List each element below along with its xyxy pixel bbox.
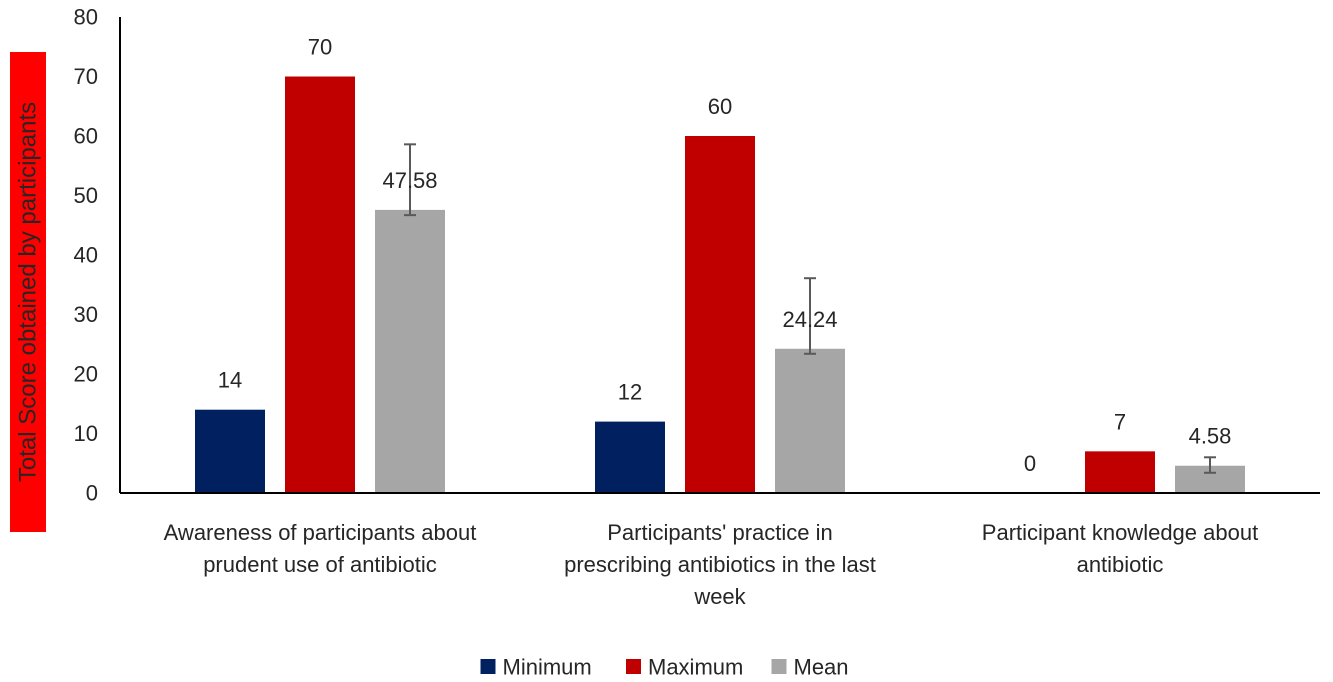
y-tick-label: 20 bbox=[74, 362, 98, 387]
legend-swatch-maximum bbox=[626, 659, 641, 674]
data-label-minimum: 14 bbox=[218, 368, 242, 393]
y-axis-label: Total Score obtained by participants bbox=[10, 52, 46, 532]
y-tick-label: 50 bbox=[74, 183, 98, 208]
x-category-label: Awareness of participants about bbox=[164, 520, 477, 545]
data-label-minimum: 12 bbox=[618, 380, 642, 405]
bar-mean bbox=[775, 348, 845, 493]
bar-minimum bbox=[595, 421, 665, 493]
legend-swatch-mean bbox=[771, 659, 787, 674]
data-label-minimum: 0 bbox=[1024, 451, 1036, 476]
legend-label-minimum: Minimum bbox=[503, 655, 592, 680]
category-labels: Awareness of participants about prudent u… bbox=[164, 520, 1259, 609]
data-label-maximum: 60 bbox=[708, 94, 732, 119]
bar-maximum bbox=[285, 76, 355, 493]
bar-maximum bbox=[1085, 451, 1155, 493]
legend: Minimum Maximum Mean bbox=[480, 655, 849, 680]
y-tick-label: 60 bbox=[74, 124, 98, 149]
y-tick-label: 10 bbox=[74, 421, 98, 446]
x-category-label: Participant knowledge about bbox=[982, 520, 1258, 545]
x-category-label: Participants' practice in bbox=[607, 520, 833, 545]
x-category-label: week bbox=[693, 584, 746, 609]
y-tick-label: 80 bbox=[74, 5, 98, 30]
legend-label-mean: Mean bbox=[794, 655, 849, 680]
x-category-label: antibiotic bbox=[1077, 552, 1164, 577]
data-label-maximum: 7 bbox=[1114, 409, 1126, 434]
error-bars bbox=[404, 143, 1216, 474]
data-labels: 14 70 47.58 12 60 24.24 0 7 4.58 bbox=[218, 35, 1232, 477]
bars bbox=[195, 76, 1245, 494]
data-label-mean: 47.58 bbox=[382, 168, 437, 193]
data-label-maximum: 70 bbox=[308, 35, 332, 60]
data-label-mean: 4.58 bbox=[1189, 424, 1232, 449]
legend-label-maximum: Maximum bbox=[648, 655, 743, 680]
bar-minimum bbox=[195, 409, 265, 493]
y-tick-label: 30 bbox=[74, 302, 98, 327]
bar-mean bbox=[375, 209, 445, 494]
bar-maximum bbox=[685, 136, 755, 493]
axes bbox=[119, 17, 1320, 494]
y-axis-title: Total Score obtained by participants bbox=[15, 102, 42, 482]
y-tick-label: 40 bbox=[74, 243, 98, 268]
y-axis-ticks: 0 10 20 30 40 50 60 70 80 bbox=[74, 5, 98, 506]
data-label-mean: 24.24 bbox=[782, 307, 837, 332]
y-tick-label: 0 bbox=[86, 481, 98, 506]
y-tick-label: 70 bbox=[74, 64, 98, 89]
x-category-label: prudent use of antibiotic bbox=[203, 552, 437, 577]
legend-swatch-minimum bbox=[480, 659, 496, 674]
x-category-label: prescribing antibiotics in the last bbox=[564, 552, 876, 577]
y-axis-label-highlight bbox=[10, 52, 46, 532]
